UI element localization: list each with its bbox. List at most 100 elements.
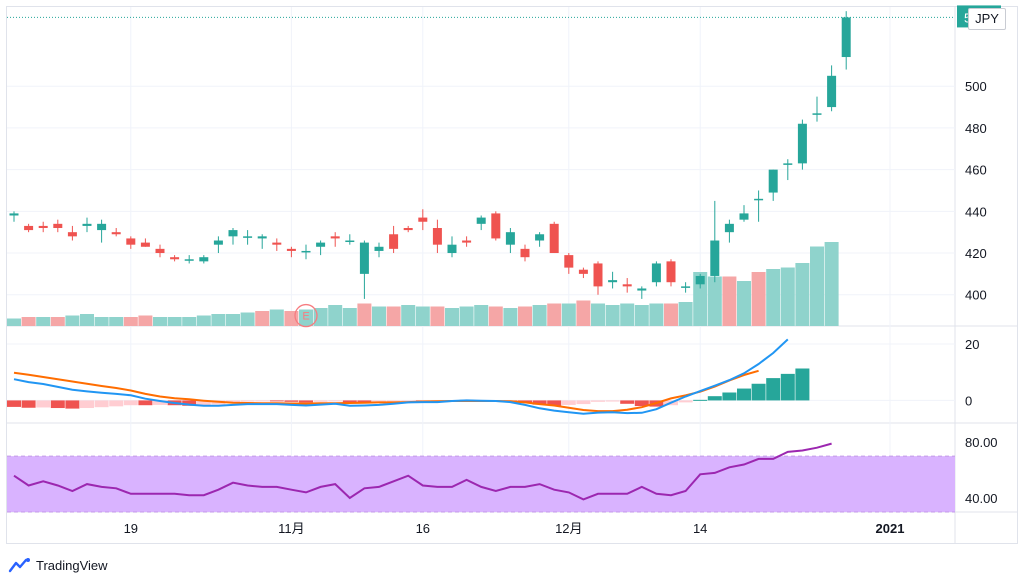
volume-bar (620, 303, 635, 326)
volume-bar (109, 317, 124, 326)
candle-body (97, 223, 107, 231)
macd-histogram-bar (780, 373, 795, 401)
macd-line (13, 338, 789, 415)
candle-body (476, 217, 486, 224)
x-tick-label: 16 (416, 521, 430, 536)
currency-label[interactable]: JPY (968, 8, 1006, 30)
macd-histogram-bar (401, 400, 416, 402)
volume-bar (474, 305, 489, 326)
candle-body (535, 234, 545, 241)
candle-body (637, 288, 647, 291)
macd-histogram-bar (94, 400, 109, 408)
macd-histogram-bar (751, 383, 766, 401)
volume-bar (488, 306, 503, 326)
brand-label: TradingView (36, 557, 108, 573)
candle-body (345, 240, 355, 243)
candle-body (389, 234, 399, 249)
volume-bar (634, 305, 649, 326)
x-tick-label: 19 (124, 521, 138, 536)
volume-bar (357, 303, 372, 326)
macd-histogram-bar (226, 400, 240, 403)
price-tick-label: 420 (965, 246, 987, 261)
macd-signal-line (13, 369, 759, 413)
candle-body (53, 223, 63, 229)
macd-histogram-bar (313, 400, 328, 402)
candle-body (418, 217, 428, 222)
macd-histogram-bar (21, 400, 36, 408)
candle-body (301, 250, 311, 253)
candle-body (111, 232, 121, 235)
volume-bar (284, 311, 299, 326)
macd-histogram-bar (576, 400, 591, 405)
volume-bar (678, 302, 693, 326)
volume-bar (430, 306, 445, 326)
candle-body (286, 248, 296, 251)
candle-body (126, 238, 136, 245)
candle-body (608, 280, 618, 283)
macd-tick-label: 20 (965, 337, 979, 352)
macd-histogram-bar (547, 400, 562, 406)
macd-tick-label: 0 (965, 393, 972, 408)
candle-body (695, 275, 705, 285)
candle-body (768, 169, 778, 193)
candle-body (447, 244, 457, 254)
candle-body (374, 246, 384, 251)
candle-body (82, 223, 92, 226)
volume-bar (664, 303, 678, 326)
volume-bar (722, 276, 737, 326)
candle-body (783, 163, 793, 165)
volume-bar (751, 272, 766, 326)
macd-histogram-bar (634, 400, 649, 407)
volume-bar (707, 276, 722, 326)
tradingview-brand[interactable]: TradingView (8, 555, 108, 575)
candle-body (724, 223, 734, 233)
x-tick-label: 2021 (876, 521, 905, 536)
volume-bar (459, 306, 474, 326)
macd-histogram-bar (255, 400, 270, 402)
candle-body (841, 17, 851, 58)
macd-histogram-bar (766, 378, 781, 401)
candle-body (403, 228, 413, 231)
volume-bar (737, 281, 751, 326)
tradingview-logo-icon (8, 558, 30, 573)
volume-bar (591, 303, 605, 326)
candle-body (462, 240, 472, 243)
candle-body (549, 223, 559, 254)
macd-histogram-bar (7, 400, 21, 407)
volume-bar (167, 317, 182, 326)
macd-histogram-bar (707, 396, 722, 401)
candle-body (9, 213, 19, 216)
volume-bar (518, 306, 532, 326)
candle-body (213, 240, 223, 245)
volume-bar (50, 317, 65, 326)
volume-bar (561, 303, 576, 326)
volume-bar (226, 314, 240, 326)
candle-body (520, 248, 530, 258)
volume-bar (532, 305, 547, 326)
volume-bar (7, 318, 21, 326)
macd-histogram-bar (532, 400, 547, 405)
candle-body (710, 240, 720, 276)
macd-histogram-bar (386, 400, 401, 402)
volume-bar (138, 315, 153, 326)
earnings-marker-icon (294, 303, 318, 328)
candle-body (491, 213, 501, 239)
macd-histogram-bar (153, 400, 167, 405)
macd-histogram-bar (737, 388, 751, 401)
volume-bar (269, 309, 284, 326)
volume-bar (342, 308, 357, 326)
volume-bar (401, 305, 416, 326)
candle-body (330, 236, 340, 239)
volume-bar (810, 246, 824, 326)
macd-histogram-bar (240, 400, 255, 402)
candle-body (243, 236, 253, 238)
x-tick-label: 11月 (278, 521, 305, 536)
candle-body (812, 113, 822, 115)
price-tick-label: 500 (965, 79, 987, 94)
volume-bar (182, 317, 197, 326)
macd-histogram-bar (269, 400, 284, 402)
candle-body (140, 242, 150, 247)
candle-body (67, 232, 77, 237)
volume-bar (766, 269, 781, 326)
